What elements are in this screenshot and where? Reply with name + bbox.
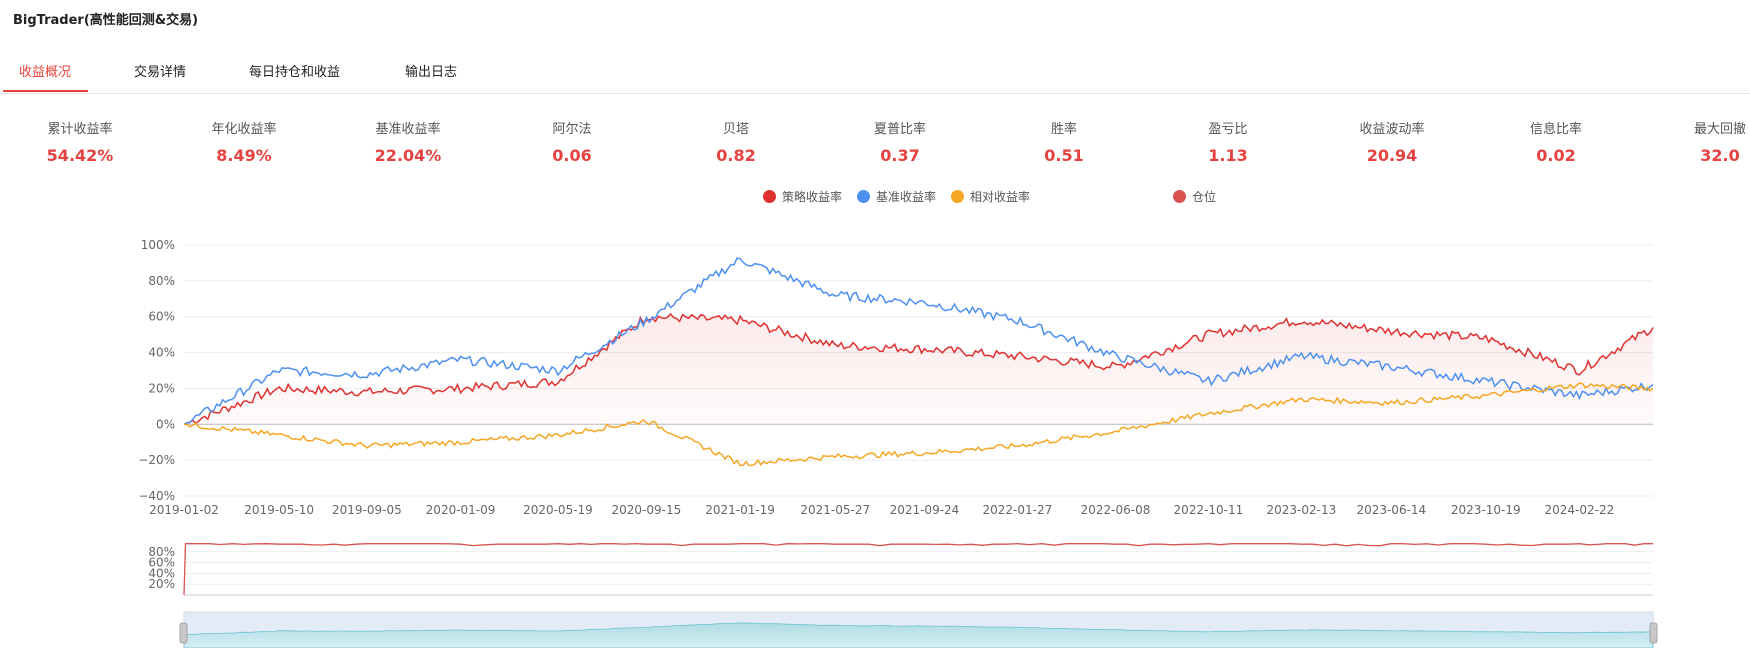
- metric-sharpe: 夏普比率 0.37: [840, 118, 960, 165]
- metric-label: 胜率: [1050, 122, 1077, 137]
- legend-label: 仓位: [1192, 190, 1217, 204]
- legend-position[interactable]: 仓位: [1173, 188, 1216, 205]
- chart-legend: 策略收益率 基准收益率 相对收益率 仓位: [0, 188, 1750, 208]
- metric-label: 贝塔: [722, 122, 749, 137]
- metric-label: 信息比率: [1529, 122, 1582, 137]
- x-tick-label: 2022-10-11: [1174, 503, 1244, 517]
- metric-value: 8.49%: [216, 146, 272, 165]
- metric-value: 0.51: [1044, 146, 1084, 165]
- x-tick-label: 2023-10-19: [1451, 503, 1521, 517]
- metrics-row: 累计收益率 54.42% 年化收益率 8.49% 基准收益率 22.04% 阿尔…: [0, 118, 1750, 168]
- x-tick-label: 2023-02-13: [1266, 503, 1336, 517]
- y-tick-label: −40%: [138, 489, 175, 503]
- y-tick-label: 80%: [148, 274, 175, 288]
- series-line-1: [183, 312, 1654, 426]
- y-tick-label: 40%: [148, 346, 175, 360]
- metric-information-ratio: 信息比率 0.02: [1496, 118, 1616, 165]
- app-title: BigTrader(高性能回测&交易): [13, 13, 199, 28]
- y-tick-label: 20%: [148, 381, 175, 395]
- metric-label: 累计收益率: [47, 122, 113, 137]
- metric-alpha: 阿尔法 0.06: [512, 118, 632, 165]
- legend-dot-icon: [1173, 190, 1186, 203]
- x-tick-label: 2024-02-22: [1545, 503, 1615, 517]
- metric-value: 32.0: [1700, 146, 1740, 165]
- legend-relative[interactable]: 相对收益率: [951, 188, 1030, 205]
- legend-label: 策略收益率: [782, 190, 843, 204]
- metric-value: 0.02: [1536, 146, 1576, 165]
- zoom-handle-right-icon: [1649, 622, 1658, 644]
- x-tick-label: 2021-01-19: [705, 503, 775, 517]
- x-tick-label: 2023-06-14: [1356, 503, 1426, 517]
- metric-annual-return: 年化收益率 8.49%: [184, 118, 304, 165]
- x-tick-label: 2020-01-09: [426, 503, 496, 517]
- legend-label: 基准收益率: [876, 190, 937, 204]
- metric-profit-loss-ratio: 盈亏比 1.13: [1168, 118, 1288, 165]
- y-tick-label: 0%: [156, 417, 175, 431]
- x-tick-label: 2021-09-24: [890, 503, 960, 517]
- metric-label: 年化收益率: [211, 122, 277, 137]
- series-line-3: [183, 382, 1654, 467]
- metric-value: 1.13: [1208, 146, 1248, 165]
- position-line: [183, 543, 1653, 596]
- zoom-handle-left-icon: [179, 622, 188, 644]
- x-tick-label: 2021-05-27: [800, 503, 870, 517]
- zoom-slider-track: [183, 611, 1654, 648]
- metric-label: 收益波动率: [1359, 122, 1425, 137]
- metric-win-rate: 胜率 0.51: [1004, 118, 1124, 165]
- y-tick-label: −20%: [138, 453, 175, 467]
- x-tick-label: 2022-01-27: [983, 503, 1053, 517]
- legend-dot-icon: [857, 190, 870, 203]
- tab-trade-details[interactable]: 交易详情: [134, 65, 187, 80]
- tab-bar: 收益概况 交易详情 每日持仓和收益 输出日志: [0, 52, 1750, 94]
- position-y-tick-label: 20%: [148, 577, 175, 591]
- legend-strategy[interactable]: 策略收益率: [763, 188, 842, 205]
- legend-label: 相对收益率: [970, 190, 1031, 204]
- x-tick-label: 2019-09-05: [332, 503, 402, 517]
- metric-label: 最大回撤: [1693, 122, 1746, 137]
- zoom-slider-preview: [183, 622, 1654, 648]
- tab-output-log[interactable]: 输出日志: [405, 65, 458, 80]
- y-tick-label: 60%: [148, 310, 175, 324]
- metric-label: 基准收益率: [375, 122, 441, 137]
- y-tick-label: 100%: [141, 238, 175, 252]
- metric-value: 0.06: [552, 146, 592, 165]
- metric-value: 22.04%: [374, 146, 442, 165]
- x-tick-label: 2019-01-02: [149, 503, 219, 517]
- metric-value: 0.82: [716, 146, 756, 165]
- metric-label: 盈亏比: [1208, 122, 1248, 137]
- x-tick-label: 2020-09-15: [612, 503, 682, 517]
- metric-benchmark-return: 基准收益率 22.04%: [348, 118, 468, 165]
- x-tick-label: 2019-05-10: [244, 503, 314, 517]
- legend-benchmark[interactable]: 基准收益率: [857, 188, 936, 205]
- metric-value: 0.37: [880, 146, 920, 165]
- active-tab-indicator: [3, 90, 88, 92]
- tab-daily-positions[interactable]: 每日持仓和收益: [249, 65, 341, 80]
- position-y-tick-label: 60%: [148, 556, 175, 570]
- metric-value: 20.94: [1366, 146, 1418, 165]
- metric-max-drawdown: 最大回撤 32.0: [1660, 118, 1750, 165]
- metric-label: 夏普比率: [873, 122, 926, 137]
- x-tick-label: 2020-05-19: [523, 503, 593, 517]
- metric-label: 阿尔法: [552, 122, 592, 137]
- metric-cumulative-return: 累计收益率 54.42%: [20, 118, 140, 165]
- tab-overview[interactable]: 收益概况: [19, 65, 72, 80]
- position-y-tick-label: 80%: [148, 545, 175, 559]
- strategy-area-fill: [184, 314, 1653, 425]
- metric-volatility: 收益波动率 20.94: [1332, 118, 1452, 165]
- x-tick-label: 2022-06-08: [1081, 503, 1151, 517]
- metric-beta: 贝塔 0.82: [676, 118, 796, 165]
- metric-value: 54.42%: [46, 146, 114, 165]
- position-y-tick-label: 40%: [148, 566, 175, 580]
- legend-dot-icon: [951, 190, 964, 203]
- legend-dot-icon: [763, 190, 776, 203]
- series-line-2: [183, 257, 1654, 425]
